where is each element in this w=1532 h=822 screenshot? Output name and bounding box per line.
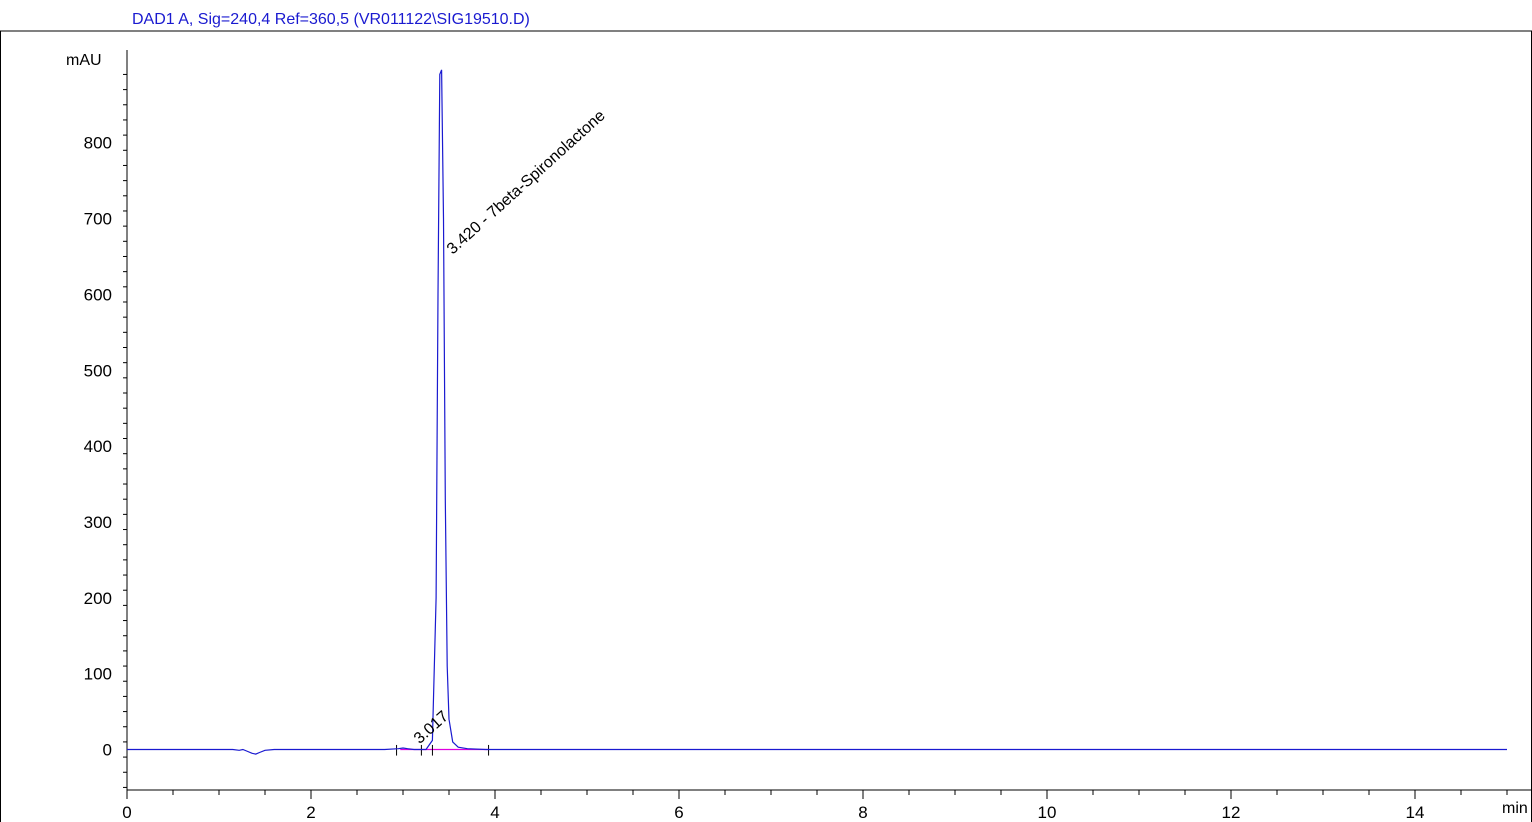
y-tick-label: 600 xyxy=(84,285,112,304)
y-axis-label: mAU xyxy=(66,52,102,69)
x-tick-label: 4 xyxy=(490,803,499,822)
x-tick-label: 8 xyxy=(858,803,867,822)
x-axis-ticks: 0 2 4 6 8 10 12 14 xyxy=(122,790,1508,822)
y-tick-label: 0 xyxy=(103,741,112,760)
integration-baseline xyxy=(396,744,490,756)
y-tick-label: 200 xyxy=(84,589,112,608)
x-tick-label: 14 xyxy=(1406,803,1425,822)
y-axis-ticks: 0 100 200 300 400 500 600 700 800 xyxy=(84,73,127,788)
x-tick-label: 12 xyxy=(1222,803,1241,822)
y-tick-label: 400 xyxy=(84,437,112,456)
x-tick-label: 6 xyxy=(674,803,683,822)
y-tick-label: 700 xyxy=(84,210,112,229)
y-tick-label: 500 xyxy=(84,361,112,380)
y-tick-label: 100 xyxy=(84,665,112,684)
y-tick-label: 800 xyxy=(84,134,112,153)
y-tick-label: 300 xyxy=(84,513,112,532)
x-tick-label: 10 xyxy=(1038,803,1057,822)
x-axis-label: min xyxy=(1502,800,1528,817)
x-tick-label: 0 xyxy=(122,803,131,822)
peak-label-main: 3.420 - 7beta-Spironolactone xyxy=(444,107,609,258)
chart-title: DAD1 A, Sig=240,4 Ref=360,5 (VR011122\SI… xyxy=(132,11,530,28)
x-tick-label: 2 xyxy=(306,803,315,822)
signal-trace xyxy=(127,69,1507,755)
